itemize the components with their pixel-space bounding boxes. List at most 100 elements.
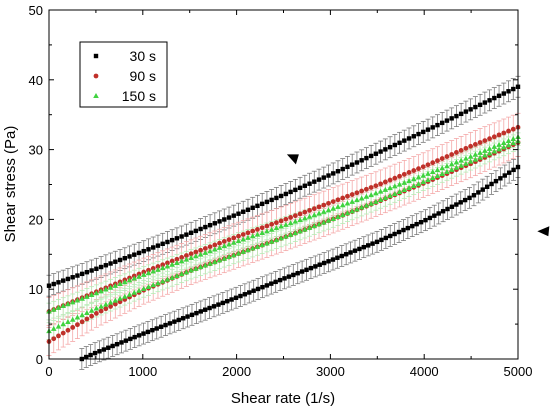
data-point (193, 253, 199, 259)
data-point (425, 177, 431, 183)
data-point (311, 223, 318, 229)
data-point (501, 130, 507, 136)
data-point (352, 248, 358, 253)
axis-ticks: 0 1000 2000 3000 4000 5000 0 10 20 30 40 50 (29, 3, 533, 379)
data-point (454, 202, 459, 207)
data-point (359, 158, 364, 163)
data-point (93, 305, 100, 311)
data-point (308, 265, 314, 271)
data-point (292, 213, 298, 219)
data-point (349, 208, 355, 214)
data-point (183, 269, 190, 275)
data-point (377, 196, 384, 202)
data-point (472, 156, 479, 162)
data-point (302, 209, 308, 215)
data-point (112, 297, 119, 303)
data-point (278, 235, 284, 241)
data-point (193, 228, 199, 234)
data-point (194, 310, 199, 316)
data-point (193, 249, 199, 255)
data-point (88, 352, 93, 358)
data-point (449, 204, 455, 209)
data-point (169, 261, 175, 267)
annotation-triangle (537, 226, 550, 237)
data-point (145, 284, 152, 290)
data-point (84, 316, 90, 322)
data-point (396, 181, 403, 187)
data-point (444, 163, 450, 169)
data-point (463, 160, 469, 166)
data-point (221, 243, 228, 249)
data-point (335, 169, 341, 174)
y-tick-label: 50 (29, 3, 43, 18)
data-point (188, 254, 194, 260)
data-point (150, 327, 155, 333)
data-point (55, 323, 62, 329)
data-point (411, 134, 416, 139)
data-point (354, 160, 360, 165)
data-point (216, 302, 221, 307)
data-point (496, 146, 502, 152)
data-point (165, 239, 170, 245)
data-point (287, 231, 294, 237)
y-axis-title: Shear stress (Pa) (2, 126, 19, 243)
data-point (420, 164, 426, 170)
data-point (229, 297, 234, 302)
data-point (348, 250, 353, 255)
data-point (260, 284, 265, 290)
data-point (273, 225, 280, 231)
data-point (97, 349, 102, 354)
data-point (103, 263, 109, 268)
data-point (491, 148, 498, 154)
data-point (269, 197, 274, 203)
data-point (382, 179, 388, 185)
data-point (406, 170, 412, 175)
data-point (69, 299, 76, 305)
data-point (482, 100, 488, 105)
data-point (411, 168, 417, 173)
data-point (463, 109, 469, 114)
data-point (439, 156, 445, 161)
data-point (436, 211, 441, 216)
data-point (505, 142, 512, 148)
data-point (145, 329, 151, 335)
data-point (415, 174, 422, 180)
data-point (467, 195, 472, 201)
data-point (335, 203, 341, 209)
data-point (155, 243, 161, 248)
data-point (467, 158, 474, 164)
data-point (302, 215, 308, 221)
data-point (448, 161, 455, 167)
data-point (155, 280, 161, 286)
data-point (304, 267, 309, 273)
data-point (140, 285, 147, 291)
data-point (331, 171, 336, 176)
data-point (368, 192, 374, 198)
data-point (373, 198, 379, 204)
data-point (349, 192, 355, 197)
data-point (132, 334, 137, 340)
data-point (316, 210, 322, 216)
data-point (132, 252, 137, 257)
data-point (453, 159, 460, 165)
data-point (216, 257, 223, 263)
data-point (427, 215, 433, 221)
data-point (439, 170, 446, 176)
data-point (312, 179, 317, 184)
data-point (117, 281, 123, 287)
data-point (240, 248, 247, 254)
data-point (197, 251, 204, 257)
data-point (164, 276, 171, 282)
data-point (230, 252, 237, 258)
data-point (136, 287, 142, 293)
data-point (163, 322, 168, 328)
annotation-triangle (286, 154, 299, 165)
data-point (174, 273, 180, 279)
data-point (207, 222, 213, 228)
data-point (74, 314, 81, 320)
data-point (251, 288, 256, 293)
data-point (172, 319, 177, 324)
data-point (467, 153, 474, 159)
data-point (79, 319, 85, 325)
data-point (259, 242, 265, 248)
